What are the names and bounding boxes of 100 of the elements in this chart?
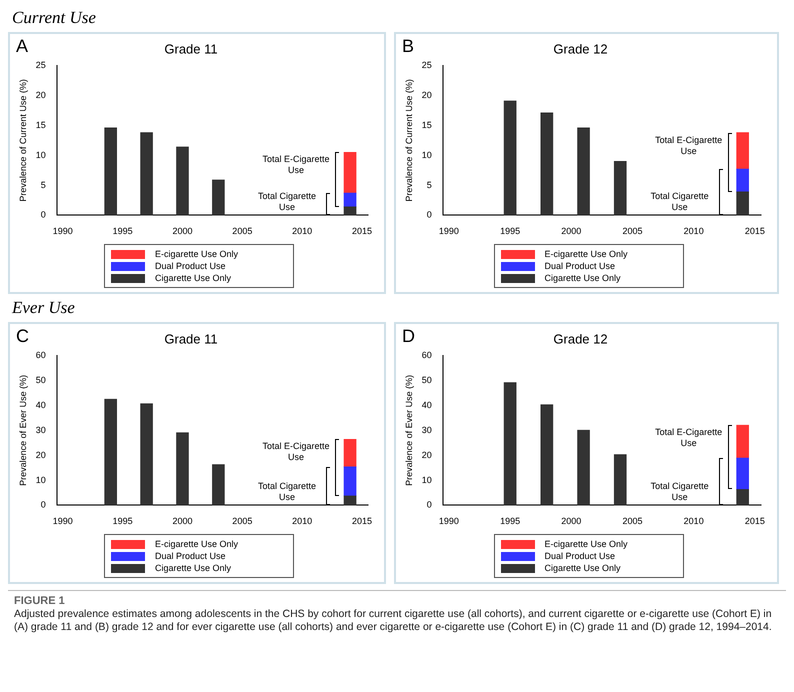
- y-tick-label: 5: [40, 180, 46, 190]
- x-tick-label: 1995: [500, 516, 520, 526]
- y-axis-title: Prevalence of Ever Use (%): [404, 374, 414, 486]
- legend-label: Cigarette Use Only: [155, 273, 232, 283]
- x-tick-label: 2005: [232, 516, 252, 526]
- y-axis-title: Prevalence of Current Use (%): [18, 79, 28, 202]
- annotation: Total Cigarette Use: [257, 191, 318, 214]
- x-tick-label: 2000: [561, 226, 582, 236]
- text: FIGURE 1: [14, 595, 66, 608]
- bar: [344, 496, 356, 506]
- bar: [344, 466, 356, 496]
- bar: [736, 192, 749, 216]
- bar: [344, 439, 356, 468]
- annotation: Total E-Cigarette Use: [654, 427, 724, 450]
- legend-label: Cigarette Use Only: [544, 273, 621, 283]
- x-tick-label: 1990: [438, 226, 459, 236]
- x-tick-label: 2015: [744, 516, 765, 526]
- bar: [736, 489, 749, 506]
- legend-label: E-cigarette Use Only: [155, 249, 238, 259]
- y-tick-label: 5: [426, 180, 432, 190]
- bar: [540, 112, 554, 216]
- bar: [736, 458, 749, 490]
- y-tick-label: 0: [40, 500, 46, 510]
- bar: [344, 192, 356, 208]
- chart-subtitle: B: [402, 36, 414, 57]
- text: Current Use: [12, 8, 96, 27]
- x-tick-label: 2000: [172, 226, 192, 236]
- bar: [577, 430, 590, 506]
- legend-label: Dual Product Use: [155, 261, 226, 271]
- y-tick-label: 25: [422, 60, 432, 70]
- legend-label: E-cigarette Use Only: [155, 539, 238, 549]
- bar: [504, 382, 516, 506]
- x-tick-label: 1990: [52, 516, 73, 526]
- y-tick-label: 15: [422, 120, 432, 130]
- x-tick-label: 2005: [232, 226, 252, 236]
- y-tick-label: 0: [426, 500, 432, 510]
- y-axis-title: Prevalence of Current Use (%): [404, 79, 414, 202]
- y-tick-label: 60: [36, 350, 46, 360]
- chart-title: Grade 12: [553, 331, 608, 346]
- legend-label: Dual Product Use: [544, 551, 616, 561]
- chart-subtitle: D: [402, 326, 415, 347]
- legend-label: E-cigarette Use Only: [544, 539, 628, 549]
- bar: [736, 424, 749, 458]
- y-tick-label: 20: [422, 90, 432, 100]
- text: Ever Use: [12, 298, 75, 317]
- y-tick-label: 15: [36, 120, 46, 130]
- annotation: Total E-Cigarette Use: [262, 441, 331, 464]
- x-tick-label: 1990: [52, 226, 73, 236]
- chart-title: Grade 11: [164, 331, 218, 346]
- x-tick-label: 1995: [112, 226, 133, 236]
- y-tick-label: 60: [422, 350, 432, 360]
- x-tick-label: 2015: [352, 516, 372, 526]
- annotation: Total Cigarette Use: [650, 481, 710, 504]
- x-tick-label: 2015: [352, 226, 372, 236]
- y-tick-label: 40: [422, 400, 432, 410]
- y-tick-label: 0: [40, 210, 46, 220]
- x-tick-label: 2005: [622, 516, 643, 526]
- y-tick-label: 20: [36, 450, 46, 460]
- y-tick-label: 10: [36, 150, 46, 160]
- x-tick-label: 2015: [744, 226, 765, 236]
- x-tick-label: 1995: [500, 226, 520, 236]
- y-tick-label: 30: [422, 424, 432, 435]
- bar: [176, 432, 189, 506]
- y-tick-label: 20: [36, 90, 46, 100]
- bar: [540, 404, 554, 506]
- y-tick-label: 10: [422, 150, 432, 160]
- chart-title: Grade 11: [164, 41, 218, 56]
- y-tick-label: 40: [36, 400, 46, 410]
- chart-subtitle: A: [16, 36, 28, 57]
- annotation: Total E-Cigarette Use: [654, 134, 724, 157]
- chart-title: Grade 12: [553, 41, 608, 56]
- y-tick-label: 25: [36, 60, 46, 70]
- annotation: Total Cigarette Use: [257, 481, 318, 504]
- bar: [104, 128, 117, 216]
- legend-label: Cigarette Use Only: [544, 563, 621, 573]
- bar: [736, 168, 749, 192]
- y-tick-label: 10: [36, 474, 46, 485]
- legend-label: Dual Product Use: [544, 261, 616, 271]
- x-tick-label: 2000: [561, 516, 582, 526]
- bar: [140, 132, 153, 216]
- bar: [504, 100, 516, 216]
- bar: [104, 398, 117, 506]
- x-tick-label: 1995: [112, 516, 133, 526]
- y-tick-label: 50: [422, 375, 432, 386]
- y-tick-label: 50: [36, 375, 46, 386]
- text: Adjusted prevalence estimates among adolescents in the CHS by cohort for current cigarette use (all cohorts), and current cigarette or e-cigarette use (Cohort E) in (A) grade 11 and (B) grade 12 and for ever cigarette use (all cohorts) and ever cigarette or e-cigarette use (Cohort E) in (C) grade 11 and (D) grade 12, 1994–2014.: [14, 608, 773, 634]
- legend-label: E-cigarette Use Only: [544, 249, 628, 259]
- y-tick-label: 0: [426, 210, 432, 220]
- legend-label: Cigarette Use Only: [155, 563, 232, 573]
- x-tick-label: 2010: [292, 516, 312, 526]
- bar: [344, 206, 356, 216]
- x-tick-label: 1990: [438, 516, 459, 526]
- y-axis-title: Prevalence of Ever Use (%): [18, 374, 28, 486]
- bar: [344, 152, 356, 194]
- annotation: Total Cigarette Use: [650, 191, 710, 214]
- y-tick-label: 30: [36, 424, 46, 435]
- bar: [614, 161, 627, 216]
- x-tick-label: 2000: [172, 516, 192, 526]
- legend-label: Dual Product Use: [155, 551, 226, 561]
- y-tick-label: 20: [422, 450, 432, 460]
